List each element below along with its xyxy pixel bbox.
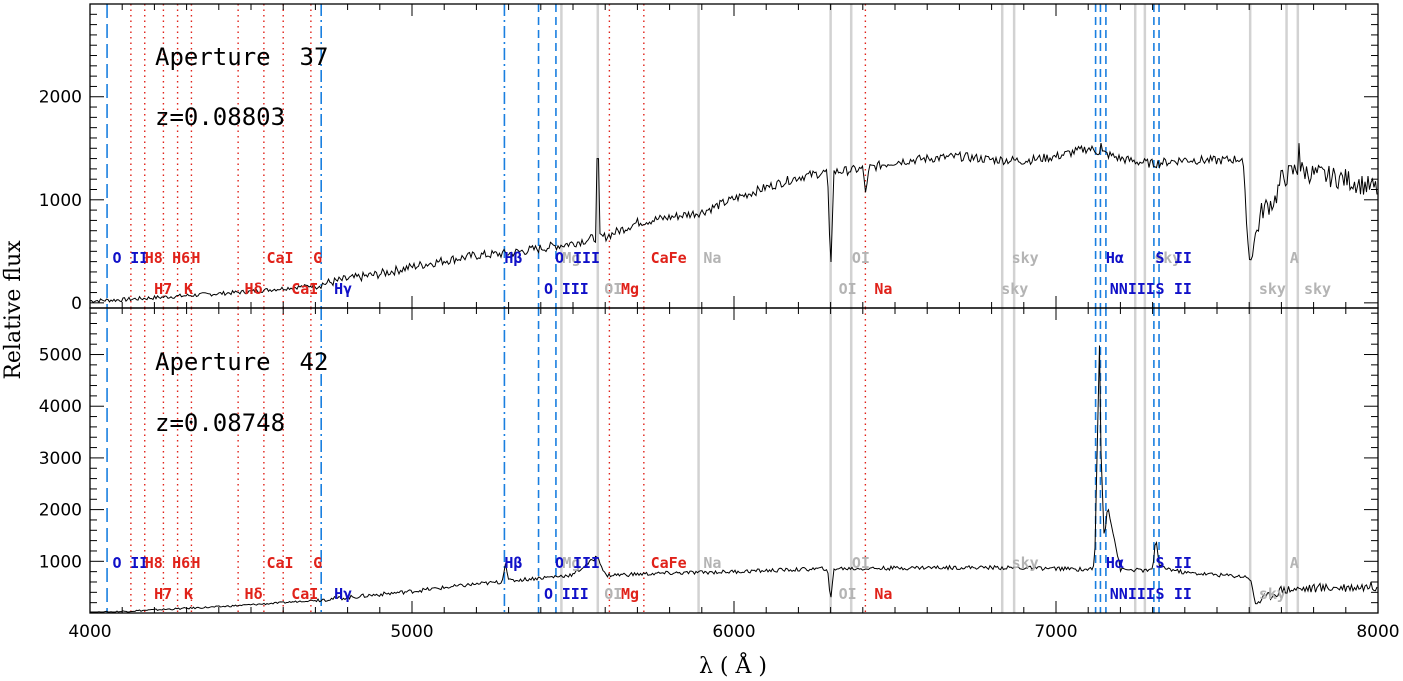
panel1-line-label: Na (703, 249, 721, 267)
panel1-line-label: sky (1304, 280, 1331, 298)
panel1-title: Aperture 37 (155, 43, 328, 71)
panel2-y-tick-label: 5000 (39, 346, 82, 366)
panel1-line-label: CaI (291, 280, 318, 298)
panel2-line-label: O (555, 554, 564, 572)
panel1-line-label: O (113, 249, 122, 267)
panel2-title: Aperture 42 (155, 348, 328, 376)
panel2-line-label: A (1290, 554, 1299, 572)
panel1-line-label: sky (1259, 280, 1286, 298)
panel2-redshift: z=0.08748 (155, 409, 285, 437)
panel2-line-label: H (191, 554, 200, 572)
panel2-line-label: II (1174, 585, 1192, 603)
panel2-line-label: NNIII (1110, 585, 1155, 603)
panel2-line-label: S (1155, 554, 1164, 572)
panel1-y-tick-label: 1000 (39, 191, 82, 211)
panel2-line-label: G (313, 554, 322, 572)
panel1-line-label: OI (852, 249, 870, 267)
panel1-line-label: H7 (154, 280, 172, 298)
panel2-line-label: K (184, 585, 193, 603)
panel2-line-label: CaI (291, 585, 318, 603)
panel1-line-label: Hγ (334, 280, 352, 298)
panel2-line-label: Hα (1106, 554, 1124, 572)
panel2-line-label: H7 (154, 585, 172, 603)
panel1-line-label: sky (1001, 280, 1028, 298)
panel2-line-label: O (544, 585, 553, 603)
panel2-line-label: CaI (266, 554, 293, 572)
panel2-spectrum-line (90, 345, 1378, 613)
panel1-line-label: Hδ (245, 280, 263, 298)
panel2-line-label: Hγ (334, 585, 352, 603)
panel2-line-label: CaFe (651, 554, 687, 572)
panel2-line-label: sky (1259, 585, 1286, 603)
panel1-line-label: Mg (562, 249, 580, 267)
panel2-line-label: III (562, 585, 589, 603)
panel2-line-label: Hδ (245, 585, 263, 603)
panel2-line-label: H6 (172, 554, 190, 572)
panel2-line-label: Mg (562, 554, 580, 572)
panel1-line-label: III (573, 249, 600, 267)
panel2-line-label: H8 (145, 554, 163, 572)
x-tick-label: 8000 (1356, 622, 1399, 642)
panel1-line-label: Hβ (504, 249, 522, 267)
panel1-y-tick-label: 0 (71, 294, 82, 314)
panel1-line-label: OI (839, 280, 857, 298)
panel1-line-label: O (544, 280, 553, 298)
panel1-line-label: Mg (621, 280, 639, 298)
panel1-line-label: CaFe (651, 249, 687, 267)
panel2-y-tick-label: 2000 (39, 501, 82, 521)
panel1-line-label: S (1155, 280, 1164, 298)
panel1-line-label: H6 (172, 249, 190, 267)
panel2-line-label: II (1174, 554, 1192, 572)
panel1-line-label: OI (604, 280, 622, 298)
panel2-y-tick-label: 1000 (39, 552, 82, 572)
panel1-line-label: Na (874, 280, 892, 298)
panel1-line-label: sky (1012, 249, 1039, 267)
y-axis-title: Relative flux (1, 240, 26, 380)
panel2-line-label: Mg (621, 585, 639, 603)
panel1-y-tick-label: 2000 (39, 88, 82, 108)
panel1-line-label: NNIII (1110, 280, 1155, 298)
panel1-redshift: z=0.08803 (155, 103, 285, 131)
panel1-line-label: O (555, 249, 564, 267)
panel2-y-tick-label: 4000 (39, 397, 82, 417)
panel1-line-label: S (1155, 249, 1164, 267)
panel1-line-label: G (313, 249, 322, 267)
panel2-line-label: Hβ (504, 554, 522, 572)
panel2-line-label: O (113, 554, 122, 572)
panel1-line-label: II (130, 249, 148, 267)
panel2-line-label: OI (604, 585, 622, 603)
panel2-line-label: S (1155, 585, 1164, 603)
panel1-line-label: sky (1154, 249, 1181, 267)
panel2-line-label: Na (874, 585, 892, 603)
panel1-line-label: A (1290, 249, 1299, 267)
panel2-line-label: III (573, 554, 600, 572)
panel2-line-label: sky (1012, 554, 1039, 572)
x-tick-label: 5000 (390, 622, 433, 642)
panel1-line-label: Hα (1106, 249, 1124, 267)
panel2-line-label: II (130, 554, 148, 572)
panel1-spectrum-line (89, 143, 1378, 304)
x-tick-label: 4000 (68, 622, 111, 642)
panel1-line-label: H (191, 249, 200, 267)
panel1-line-label: H8 (145, 249, 163, 267)
panel2-line-label: OI (852, 554, 870, 572)
panel2-line-label: OI (839, 585, 857, 603)
panel1-line-label: K (184, 280, 193, 298)
panel2-line-label: Na (703, 554, 721, 572)
panel1-line-label: CaI (266, 249, 293, 267)
x-axis-title: λ ( Å ) (699, 651, 767, 679)
panel1-line-label: II (1174, 280, 1192, 298)
x-tick-label: 6000 (712, 622, 755, 642)
panel1-line-label: II (1174, 249, 1192, 267)
panel2-y-tick-label: 3000 (39, 449, 82, 469)
panel1-line-label: III (562, 280, 589, 298)
x-tick-label: 7000 (1034, 622, 1077, 642)
